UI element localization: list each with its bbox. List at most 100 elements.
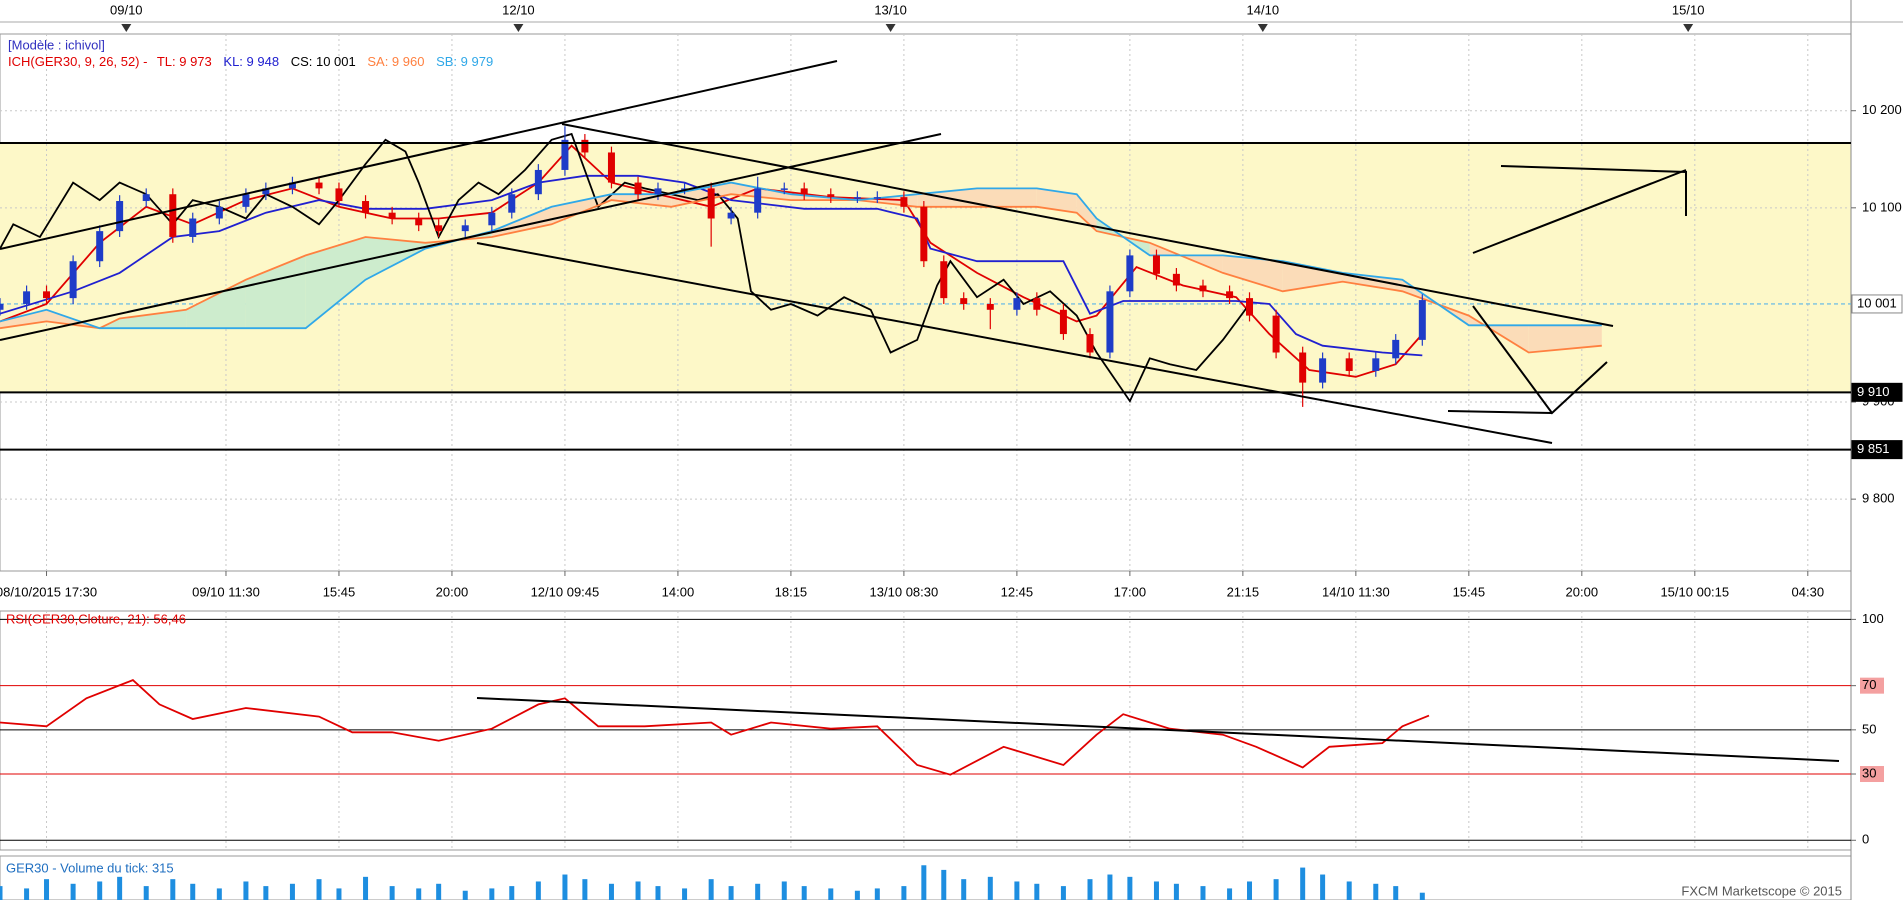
candle-body [169,194,177,237]
volume-bar [874,888,880,900]
volume-bar [1419,892,1425,900]
volume-bar [535,881,541,900]
volume-bar [1373,883,1379,900]
y-tick-label: 30 [1862,765,1876,780]
volume-bar [1300,867,1306,900]
date-marker [1257,24,1268,32]
candle-body [853,197,861,199]
y-tick-box [1860,766,1884,783]
x-tick-label: 08/10/2015 17:30 [0,584,97,599]
volume-bar [1393,886,1399,900]
trend-line [1447,410,1553,414]
candle-body [435,225,443,232]
volume-bar [1060,886,1066,900]
volume-bar [1247,881,1253,900]
volume-bar [1173,883,1179,900]
series-line [0,181,1602,330]
x-tick-label: 15:45 [1453,584,1486,599]
volume-bar [682,888,688,900]
level-box [1851,440,1903,460]
candle-body [461,225,469,232]
volume-bar [436,883,442,900]
cloud [977,188,1037,207]
volume-bar [941,869,947,900]
volume-bar [801,886,807,900]
candle-body [288,182,296,189]
volume-bar [1153,881,1159,900]
cloud [0,309,47,329]
volume-bar [1014,881,1020,900]
cloud [1528,325,1602,353]
x-tick-label: 17:00 [1114,584,1147,599]
legend-entry: TL: 9 973 [157,54,212,69]
x-tick-label: 14/10 11:30 [1322,584,1390,599]
volume-bar [24,888,30,900]
volume-bar [190,883,196,900]
volume-bar [562,874,568,900]
candle-body [986,303,994,310]
volume-bar [1087,879,1093,900]
x-tick-label: 18:15 [775,584,808,599]
volume-bar [781,881,787,900]
volume-bar [728,886,734,900]
x-tick-label: 21:15 [1227,584,1260,599]
indicator-label: ICH(GER30, 9, 26, 52) - [8,54,147,69]
candle-body [508,194,516,213]
candle-body [654,188,662,195]
x-tick-label: 20:00 [1566,584,1599,599]
cloud [1222,255,1283,292]
candle-body [488,212,496,226]
candle-body [415,218,423,226]
candle-body [920,206,928,262]
volume-bar [216,888,222,900]
volume-bar [708,879,714,900]
candle-body [43,291,51,299]
candle-body [215,206,223,219]
cloud [365,237,426,280]
candle-body [1013,298,1021,310]
cloud [1076,194,1097,232]
volume-bar [1273,879,1279,900]
volume-bar [143,886,149,900]
legend-entry: SB: 9 979 [436,54,493,69]
level-label: 9 910 [1857,384,1890,399]
volume-bar [755,883,761,900]
candle-body [1299,352,1307,383]
y-tick-label: 10 100 [1862,199,1902,214]
candle-body [362,201,370,213]
candle-body [96,231,104,262]
trend-line [1472,305,1608,415]
candle-body [69,261,77,299]
candle-body [1345,358,1353,371]
drawings [0,60,1851,762]
volume-bar [961,879,967,900]
volume-bar [489,888,495,900]
trend-line [0,133,942,341]
volume-bar [462,890,468,900]
volume-bar [1107,874,1113,900]
volume-bar [1320,874,1326,900]
date-marker [121,24,132,32]
candle-body [634,182,642,195]
candle-body [1106,291,1114,353]
volume-bar [0,886,3,900]
x-tick-label: 15/10 00:15 [1660,584,1729,599]
volume-bar [289,883,295,900]
x-tick-label: 12/10 09:45 [531,584,600,599]
candle-body [780,188,788,190]
volume-bar [1346,881,1352,900]
volume-bar [336,888,342,900]
x-tick-label: 14:00 [662,584,695,599]
volume-bar [389,886,395,900]
legend-entry: KL: 9 948 [223,54,279,69]
candle-body [388,212,396,219]
date-marker [513,24,524,32]
volume-bar [509,886,515,900]
trend-line [0,60,838,250]
candle-body [142,194,150,202]
trend-line [1500,165,1687,216]
volume-bar [854,890,860,900]
